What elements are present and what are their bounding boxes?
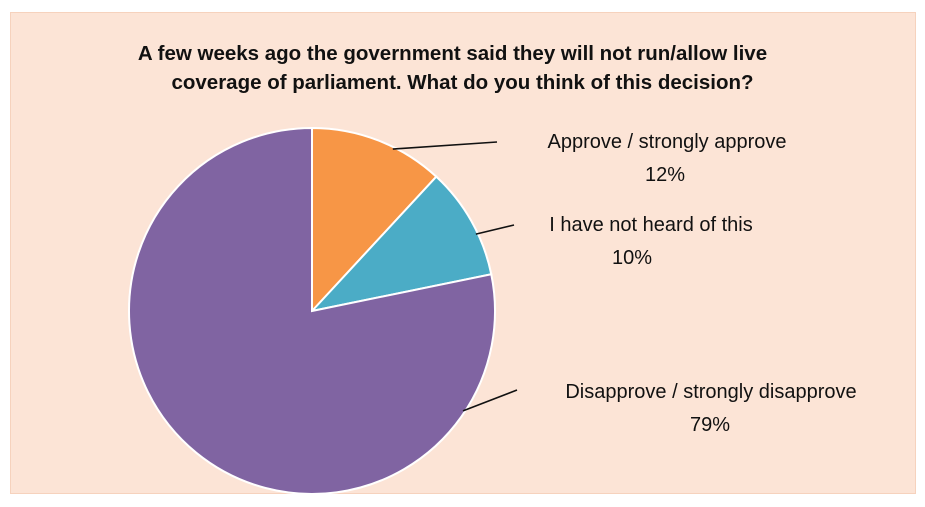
leader-line-not-heard xyxy=(475,224,515,235)
pie-slice-not-heard xyxy=(309,175,493,313)
leader-lines xyxy=(392,141,518,412)
slice-label-approve: Approve / strongly approve xyxy=(547,131,786,153)
pie-slice-disapprove xyxy=(128,126,496,495)
pie-slices xyxy=(128,126,496,495)
pie-slice-approve xyxy=(311,126,438,314)
slice-label-disapprove: Disapprove / strongly disapprove xyxy=(565,381,856,403)
chart-title-line-2: coverage of parliament. What do you thin… xyxy=(171,71,754,94)
leader-line-disapprove xyxy=(462,389,518,412)
slice-label-not-heard: I have not heard of this xyxy=(549,214,752,236)
slice-value-not-heard: 10% xyxy=(612,247,652,269)
chart-title-line-1: A few weeks ago the government said they… xyxy=(137,42,768,65)
slice-value-disapprove: 79% xyxy=(690,414,730,436)
leader-line-approve xyxy=(392,141,498,150)
slice-value-approve: 12% xyxy=(645,164,685,186)
